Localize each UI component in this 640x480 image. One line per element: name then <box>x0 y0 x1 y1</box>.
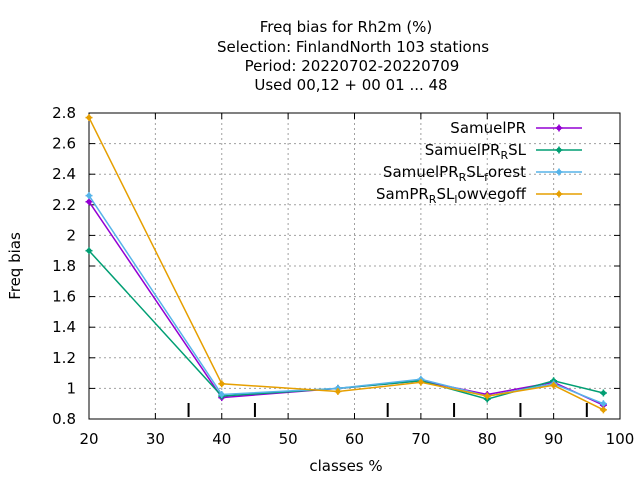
data-point <box>85 114 93 122</box>
legend-text: SL <box>466 163 485 181</box>
legend-label: SamPRRSLlowvegoff <box>376 185 527 206</box>
x-axis-label: classes % <box>309 457 382 475</box>
minor-tick-markers <box>187 403 588 417</box>
series-3 <box>85 192 607 408</box>
legend-label: SamuelPR <box>450 119 526 137</box>
data-point <box>85 198 93 206</box>
x-tick-label: 30 <box>146 430 165 448</box>
x-tick-label: 90 <box>544 430 563 448</box>
x-tick-label: 40 <box>212 430 231 448</box>
y-tick-label: 1.8 <box>52 257 76 275</box>
series-line <box>88 195 604 405</box>
legend-entry-2: SamuelPRRSL <box>425 141 582 162</box>
data-point <box>218 391 226 399</box>
data-point <box>334 387 342 395</box>
y-tick-label: 2 <box>66 226 76 244</box>
chart-title-line-1: Freq bias for Rh2m (%) <box>260 18 433 36</box>
legend-text: SL <box>508 141 527 159</box>
legend: SamuelPRSamuelPRRSLSamuelPRRSLforestSamP… <box>376 119 582 206</box>
y-tick-label: 1.4 <box>52 318 76 336</box>
y-tick-label: 1.6 <box>52 288 76 306</box>
chart-title-line-3: Period: 20220702-20220709 <box>245 57 460 75</box>
x-tick-label: 70 <box>411 430 430 448</box>
x-axis-ticks: 20 30 40 50 60 70 80 90 100 <box>79 113 634 448</box>
y-tick-label: 0.8 <box>52 410 76 428</box>
legend-entry-4: SamPRRSLlowvegoff <box>376 185 582 206</box>
legend-entry-1: SamuelPR <box>450 119 582 137</box>
legend-subscript: R <box>429 193 437 206</box>
legend-subscript: R <box>500 149 508 162</box>
legend-label: SamuelPRRSL <box>425 141 527 162</box>
series-2 <box>85 247 607 403</box>
data-point <box>555 124 563 132</box>
y-tick-label: 1 <box>66 379 76 397</box>
data-point <box>599 389 607 397</box>
legend-text: SL <box>436 185 455 203</box>
series-1 <box>85 198 607 409</box>
legend-label: SamuelPRRSLforest <box>383 163 526 184</box>
data-point <box>555 190 563 198</box>
data-point <box>555 168 563 176</box>
data-point <box>599 406 607 414</box>
legend-subscript: l <box>454 193 457 206</box>
y-tick-label: 2.8 <box>52 104 76 122</box>
series-line <box>88 117 604 411</box>
x-tick-label: 20 <box>79 430 98 448</box>
data-point <box>417 378 425 386</box>
series-group <box>85 114 607 414</box>
chart-title-block: Freq bias for Rh2m (%) Selection: Finlan… <box>217 18 489 94</box>
x-tick-label: 50 <box>279 430 298 448</box>
legend-subscript: R <box>459 171 467 184</box>
chart-title-line-4: Used 00,12 + 00 01 ... 48 <box>254 76 447 94</box>
data-point <box>555 146 563 154</box>
y-axis-ticks: 0.8 1 1.2 1.4 1.6 1.8 2 2.2 2.4 2.6 2.8 <box>52 104 620 428</box>
legend-text: SamPR <box>376 185 429 203</box>
y-tick-label: 1.2 <box>52 349 76 367</box>
grid <box>89 113 620 419</box>
data-point <box>483 392 491 400</box>
data-point <box>599 400 607 408</box>
series-4 <box>85 114 607 414</box>
legend-text: SamuelPR <box>425 141 501 159</box>
data-point <box>550 381 558 389</box>
data-point <box>85 192 93 200</box>
y-tick-label: 2.6 <box>52 135 76 153</box>
data-point <box>218 380 226 388</box>
series-line <box>88 201 604 406</box>
y-axis-label: Freq bias <box>6 232 24 300</box>
legend-text: owvegoff <box>457 185 526 203</box>
chart-title-line-2: Selection: FinlandNorth 103 stations <box>217 38 489 56</box>
legend-text: SamuelPR <box>383 163 459 181</box>
x-tick-label: 60 <box>345 430 364 448</box>
legend-text: SamuelPR <box>450 119 526 137</box>
x-tick-label: 80 <box>478 430 497 448</box>
y-tick-label: 2.4 <box>52 165 76 183</box>
y-tick-label: 2.2 <box>52 196 76 214</box>
data-point <box>85 247 93 255</box>
legend-entry-3: SamuelPRRSLforest <box>383 163 582 184</box>
legend-subscript: f <box>484 171 489 184</box>
x-tick-label: 100 <box>606 430 635 448</box>
legend-text: orest <box>488 163 526 181</box>
